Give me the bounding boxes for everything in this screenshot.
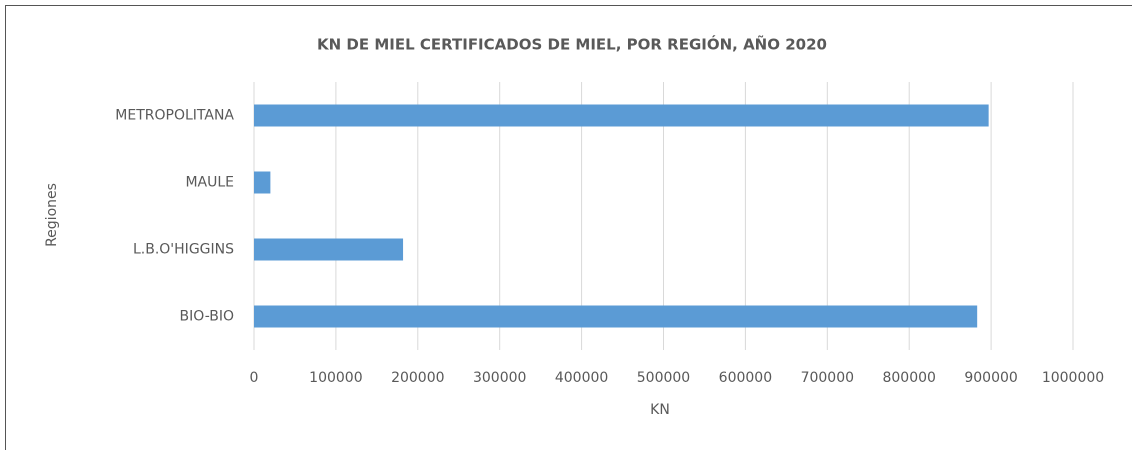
y-tick-label: MAULE <box>185 175 234 191</box>
x-tick-label: 900000 <box>964 370 1017 386</box>
chart-frame <box>5 5 1132 450</box>
chart-title: KN DE MIEL CERTIFICADOS DE MIEL, POR REG… <box>317 35 827 54</box>
y-tick-label: METROPOLITANA <box>115 108 234 124</box>
y-tick-label: BIO-BIO <box>180 309 234 325</box>
x-tick-label: 800000 <box>882 370 935 386</box>
x-tick-label: 400000 <box>555 370 608 386</box>
x-tick-label: 0 <box>250 370 259 386</box>
x-tick-label: 1000000 <box>1042 370 1104 386</box>
x-axis-label: KN <box>650 402 670 418</box>
bar <box>254 104 989 127</box>
x-tick-label: 600000 <box>719 370 772 386</box>
x-tick-label: 500000 <box>637 370 690 386</box>
bar <box>254 305 978 328</box>
x-tick-label: 200000 <box>391 370 444 386</box>
bar <box>254 171 271 194</box>
bar <box>254 238 404 261</box>
x-tick-label: 100000 <box>309 370 362 386</box>
x-tick-label: 300000 <box>473 370 526 386</box>
x-tick-label: 700000 <box>801 370 854 386</box>
y-axis-label: Regiones <box>44 183 60 247</box>
y-tick-label: L.B.O'HIGGINS <box>133 242 234 258</box>
